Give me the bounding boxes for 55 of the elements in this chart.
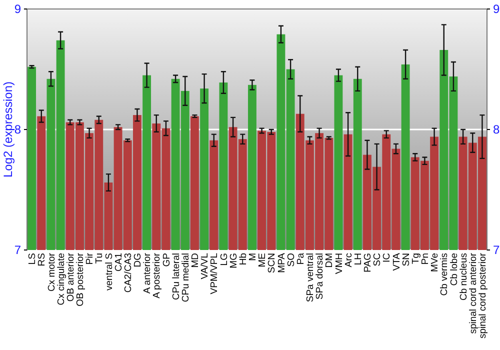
x-tick-label: LS <box>27 253 38 265</box>
x-tick-label: PAG <box>362 253 374 272</box>
x-tick-label: spinal cord anterior <box>468 253 479 334</box>
x-tick-label: SC <box>372 252 384 266</box>
x-tick-label: Hb <box>238 253 249 266</box>
x-tick-label: ventral S <box>104 253 115 290</box>
x-tick-label: DG <box>132 253 144 268</box>
x-tick-label: CPu lateral <box>170 253 182 300</box>
x-tick-label: LH <box>352 252 364 266</box>
y-tick-label: 9 <box>14 2 22 16</box>
x-tick-label: IC <box>382 252 393 262</box>
x-tick-label: SN <box>400 252 412 266</box>
x-tick-label: ME <box>257 253 268 268</box>
x-tick-label: Tg <box>410 253 422 264</box>
x-tick-label: Cx motor <box>46 253 58 292</box>
x-tick-label: OB posterior <box>75 253 86 306</box>
x-tick-label: SCN <box>266 252 278 274</box>
x-tick-label: DM <box>324 252 336 268</box>
x-tick-label: CPu medial <box>180 253 192 302</box>
x-tick-label: A posterior <box>152 253 163 298</box>
x-tick-label: GP <box>161 253 172 267</box>
x-tick-label: VTA <box>391 252 402 271</box>
x-tick-label: Arc <box>343 252 354 268</box>
x-tick-label: Pa <box>295 252 306 265</box>
x-tick-label: SPa dorsal <box>314 253 326 300</box>
y2-tick-label: 9 <box>493 2 500 16</box>
x-tick-label: Cb nucleus <box>458 252 470 301</box>
x-tick-label: spinal cord posterior <box>478 253 489 339</box>
x-tick-label: Cx cingulate <box>56 253 67 306</box>
y2-tick-label: 7 <box>493 242 500 257</box>
x-tick-label: Pir <box>84 253 96 265</box>
x-tick-label: A anterior <box>142 253 154 294</box>
x-tick-label: Pn <box>420 253 432 265</box>
x-tick-label: CA1 <box>113 253 124 272</box>
x-tick-label: LG <box>218 253 230 266</box>
x-tick-label: VA/VL <box>200 253 211 280</box>
x-tick-label: RS <box>36 253 48 266</box>
x-tick-label: Tu <box>94 253 106 264</box>
x-tick-label: SO <box>286 253 297 267</box>
x-tick-label: SPa ventral <box>305 253 316 302</box>
x-tick-label: OB anterior <box>65 253 76 302</box>
y2-tick-label: 8 <box>493 122 500 136</box>
x-tick-label: MD <box>190 252 202 268</box>
x-tick-label: VMH <box>334 252 345 274</box>
y-tick-label: 7 <box>14 242 22 257</box>
y-tick-label: 8 <box>14 122 22 136</box>
y-axis-title: Log2 (expression) <box>1 81 15 178</box>
x-tick-label: Cb lobe <box>448 253 460 286</box>
x-tick-label: MG <box>228 253 240 268</box>
x-tick-label: Cb vermis <box>439 252 450 296</box>
x-tick-label: MVe <box>430 253 441 272</box>
x-tick-label: VPM/VPL <box>209 253 220 294</box>
x-tick-label: MPA <box>276 252 288 273</box>
x-tick-label: M <box>248 252 259 261</box>
x-tick-label: CA2/CA3 <box>122 253 134 293</box>
